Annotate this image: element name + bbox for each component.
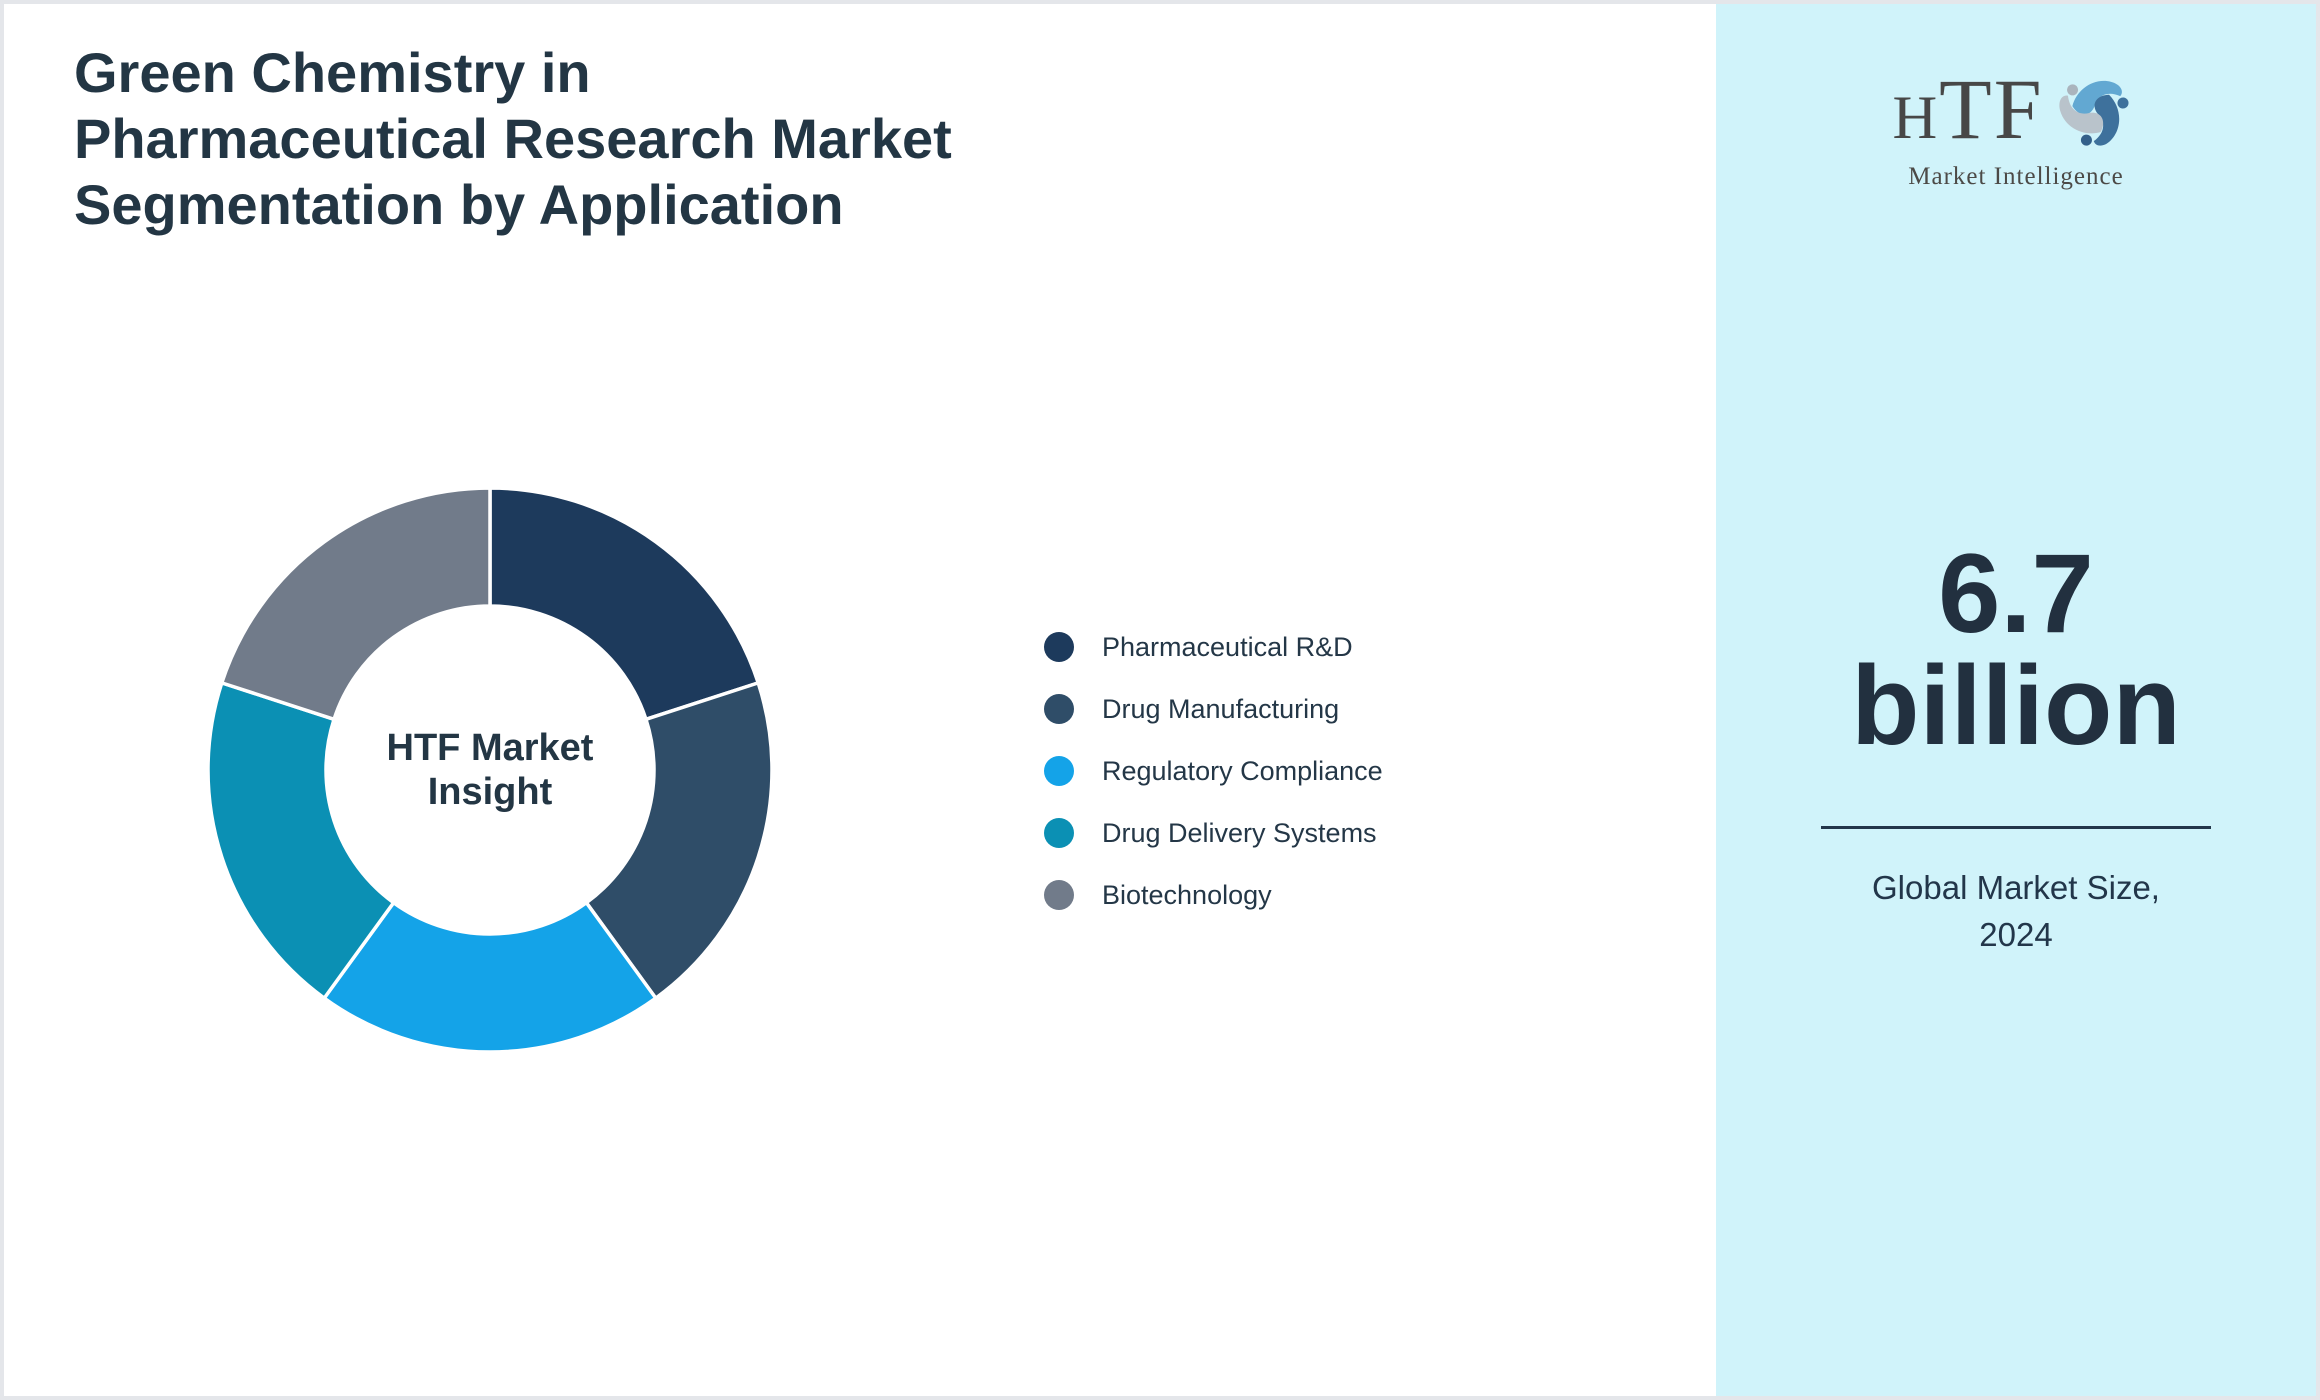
legend-swatch-icon: [1044, 818, 1074, 848]
donut-chart: HTF Market Insight: [190, 470, 790, 1070]
legend-item: Drug Delivery Systems: [1044, 802, 1383, 864]
donut-slice: [584, 681, 774, 1000]
legend-swatch-icon: [1044, 756, 1074, 786]
legend-label: Biotechnology: [1102, 879, 1272, 910]
market-size: 6.7 billion: [1716, 538, 2316, 762]
market-size-caption: Global Market Size, 2024: [1872, 869, 2160, 953]
legend-item: Drug Manufacturing: [1044, 678, 1383, 740]
market-size-unit: billion: [1851, 643, 2181, 768]
donut-slice: [488, 486, 760, 722]
legend-label: Drug Manufacturing: [1102, 693, 1340, 724]
donut-slice: [206, 681, 396, 1000]
legend-item: Pharmaceutical R&D: [1044, 616, 1383, 678]
legend-swatch-icon: [1044, 880, 1074, 910]
chart-legend: Pharmaceutical R&D Drug Manufacturing Re…: [1044, 616, 1383, 926]
legend-item: Regulatory Compliance: [1044, 740, 1383, 802]
htf-swirl-people-icon: [2058, 80, 2129, 146]
htf-logo-text: HTF: [1892, 61, 2044, 157]
legend-item: Biotechnology: [1044, 864, 1383, 926]
sidebar: HTF Market Intelligence: [1716, 4, 2316, 1396]
legend-label: Regulatory Compliance: [1102, 755, 1383, 786]
legend-label: Pharmaceutical R&D: [1102, 631, 1353, 662]
legend-swatch-icon: [1044, 694, 1074, 724]
legend-swatch-icon: [1044, 632, 1074, 662]
htf-logo: HTF Market Intelligence: [1716, 66, 2316, 191]
market-size-divider: [1821, 826, 2211, 829]
htf-logo-subtext: Market Intelligence: [1908, 163, 2124, 190]
donut-slice: [220, 486, 492, 722]
donut-slice: [322, 900, 658, 1054]
market-size-value: 6.7: [1938, 531, 2094, 656]
page-title: Green Chemistry in Pharmaceutical Resear…: [74, 41, 952, 236]
donut-svg: [206, 486, 774, 1054]
legend-label: Drug Delivery Systems: [1102, 817, 1377, 848]
htf-logo-row: HTF: [1892, 66, 2139, 161]
